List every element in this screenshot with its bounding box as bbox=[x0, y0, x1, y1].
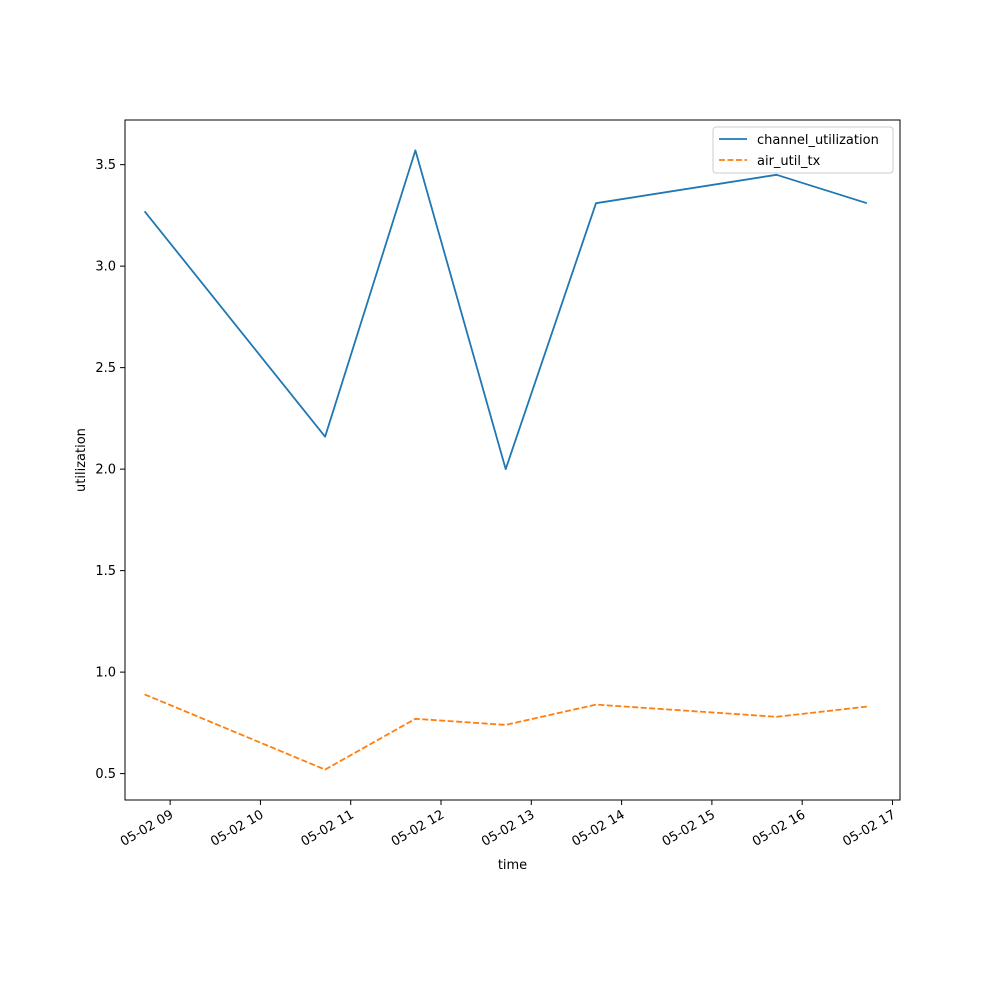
legend-label: air_util_tx bbox=[757, 154, 821, 169]
y-tick-label: 2.5 bbox=[95, 361, 116, 376]
legend: channel_utilization air_util_tx bbox=[712, 126, 894, 174]
y-tick-label: 1.0 bbox=[95, 666, 116, 681]
y-axis-label: utilization bbox=[74, 428, 89, 492]
series-group bbox=[143, 149, 868, 771]
y-tick-label: 1.5 bbox=[95, 564, 116, 579]
x-axis-label: time bbox=[498, 858, 527, 873]
series-line-channel-utilization bbox=[143, 149, 868, 471]
legend-box bbox=[712, 126, 894, 174]
y-tick-label: 3.5 bbox=[95, 158, 116, 173]
y-axis-ticks: 0.5 1.0 1.5 2.0 2.5 3.0 3.5 bbox=[95, 158, 125, 782]
legend-label: channel_utilization bbox=[757, 133, 879, 148]
axes-frame bbox=[124, 119, 901, 801]
series-line-air-util-tx bbox=[144, 693, 868, 771]
y-tick-label: 3.0 bbox=[95, 260, 116, 275]
y-tick-label: 2.0 bbox=[95, 463, 116, 478]
y-tick-label: 0.5 bbox=[95, 767, 116, 782]
